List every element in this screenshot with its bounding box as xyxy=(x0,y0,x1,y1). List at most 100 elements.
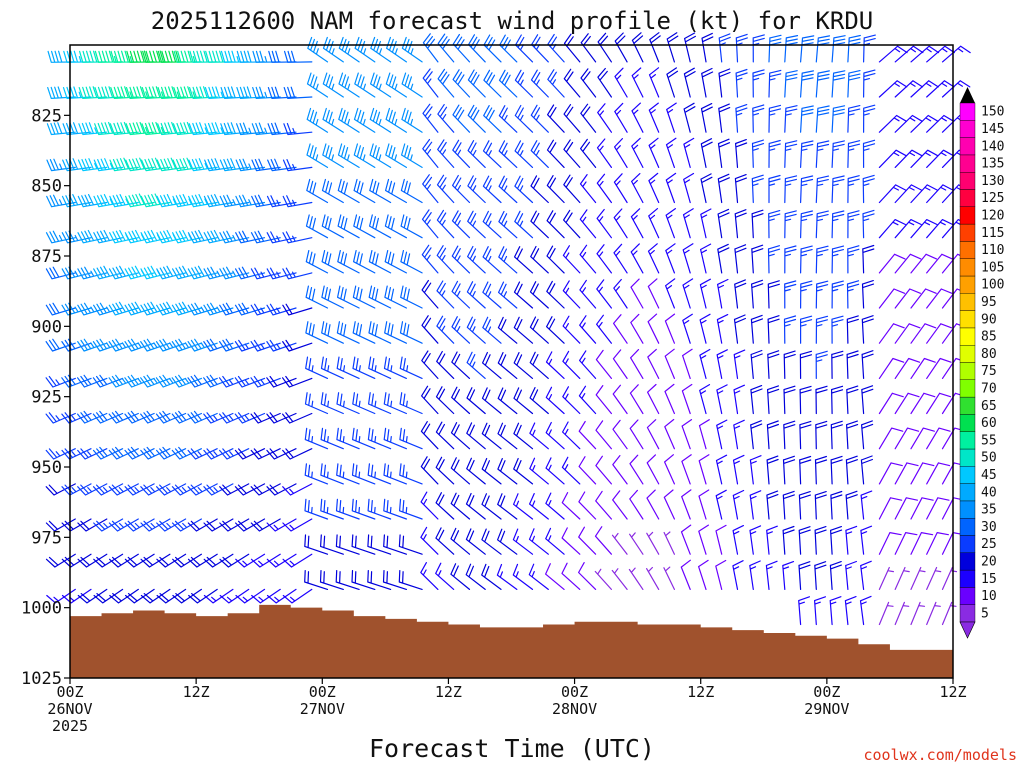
wind-barb xyxy=(400,250,423,274)
wind-barb xyxy=(203,338,234,352)
wind-barb xyxy=(782,525,795,555)
wind-barb xyxy=(648,137,660,168)
wind-barb xyxy=(188,194,218,208)
colorbar-swatch xyxy=(959,362,976,380)
wind-barb xyxy=(514,69,534,98)
wind-barb xyxy=(187,338,218,352)
colorbar-label: 85 xyxy=(981,330,997,345)
wind-barb xyxy=(751,139,765,168)
wind-barb xyxy=(614,32,628,63)
wind-barb xyxy=(799,420,812,450)
wind-barb xyxy=(666,67,679,98)
wind-barb xyxy=(498,105,518,133)
wind-barb xyxy=(597,67,612,98)
wind-barb xyxy=(784,245,797,274)
wind-barb xyxy=(203,302,234,316)
wind-barb xyxy=(401,107,423,133)
wind-barb xyxy=(155,338,187,352)
wind-barb xyxy=(482,281,502,309)
wind-barb xyxy=(498,210,518,239)
wind-barb xyxy=(422,103,439,133)
wind-barb xyxy=(681,419,693,450)
wind-barb xyxy=(250,412,281,424)
wind-barb xyxy=(384,250,407,274)
wind-barb xyxy=(750,385,763,415)
wind-barb xyxy=(894,357,921,379)
wind-barb xyxy=(497,493,518,520)
wind-barb xyxy=(910,149,939,168)
wind-barb xyxy=(815,315,829,344)
wind-barb xyxy=(784,105,798,133)
wind-barb xyxy=(481,528,502,555)
wind-barb xyxy=(399,321,423,344)
wind-barb xyxy=(683,137,695,168)
wind-barb xyxy=(750,349,763,379)
wind-barb xyxy=(320,356,344,379)
wind-barb xyxy=(306,143,329,168)
wind-barb xyxy=(831,280,844,309)
wind-barb xyxy=(338,72,360,98)
wind-barb xyxy=(513,422,534,450)
wind-barb xyxy=(93,265,124,280)
wind-barb xyxy=(513,457,534,485)
wind-barb xyxy=(171,518,202,532)
wind-barb xyxy=(734,244,747,274)
wind-barb xyxy=(266,375,297,388)
wind-barb xyxy=(351,463,376,485)
wind-barb xyxy=(435,456,455,485)
wind-barb xyxy=(545,563,565,590)
wind-barb xyxy=(701,67,714,98)
wind-barb xyxy=(612,384,628,415)
wind-barb xyxy=(220,50,250,63)
colorbar-swatch xyxy=(959,345,976,363)
colorbar-label: 95 xyxy=(981,295,997,310)
x-tick-label: 00Z xyxy=(56,683,83,701)
wind-barb xyxy=(831,35,846,63)
wind-barb xyxy=(124,518,155,532)
wind-barb xyxy=(62,86,92,99)
wind-barb xyxy=(482,210,502,239)
wind-barb xyxy=(383,427,407,450)
wind-barb xyxy=(580,33,597,63)
wind-barb xyxy=(680,559,691,590)
wind-barb xyxy=(384,214,407,239)
wind-barb xyxy=(466,351,486,379)
wind-barb xyxy=(798,526,811,555)
wind-barb xyxy=(910,184,938,204)
wind-barb xyxy=(646,489,660,520)
wind-barb xyxy=(353,250,376,274)
wind-barb xyxy=(894,532,918,555)
colorbar-label: 55 xyxy=(981,433,997,448)
wind-barb xyxy=(141,157,171,172)
wind-barb xyxy=(354,72,376,98)
wind-barb xyxy=(910,427,935,450)
wind-barb xyxy=(452,104,471,133)
wind-barb xyxy=(665,208,676,239)
credit-link[interactable]: coolwx.com/models xyxy=(863,746,1017,764)
wind-barb xyxy=(187,518,218,532)
wind-barb xyxy=(266,303,297,316)
wind-barb xyxy=(93,302,124,316)
wind-barb xyxy=(498,140,518,168)
wind-barb xyxy=(321,214,344,239)
wind-barb xyxy=(267,122,297,136)
colorbar-swatch xyxy=(959,518,976,536)
wind-barb xyxy=(845,455,858,485)
wind-barb xyxy=(926,253,953,274)
wind-barb xyxy=(421,385,439,415)
wind-barb xyxy=(203,412,234,424)
wind-barb xyxy=(437,33,455,63)
wind-barb xyxy=(594,526,612,555)
wind-barb xyxy=(768,210,781,239)
wind-barb xyxy=(45,266,76,280)
wind-barb xyxy=(482,140,502,168)
wind-barb xyxy=(369,143,392,168)
wind-barb xyxy=(815,350,828,379)
wind-barb xyxy=(92,374,124,388)
wind-barb xyxy=(282,448,313,460)
wind-barb xyxy=(250,267,281,280)
wind-barb xyxy=(304,570,329,590)
colorbar-swatch xyxy=(959,154,976,173)
x-tick-label: 00Z xyxy=(813,683,840,701)
wind-barb xyxy=(92,410,124,424)
